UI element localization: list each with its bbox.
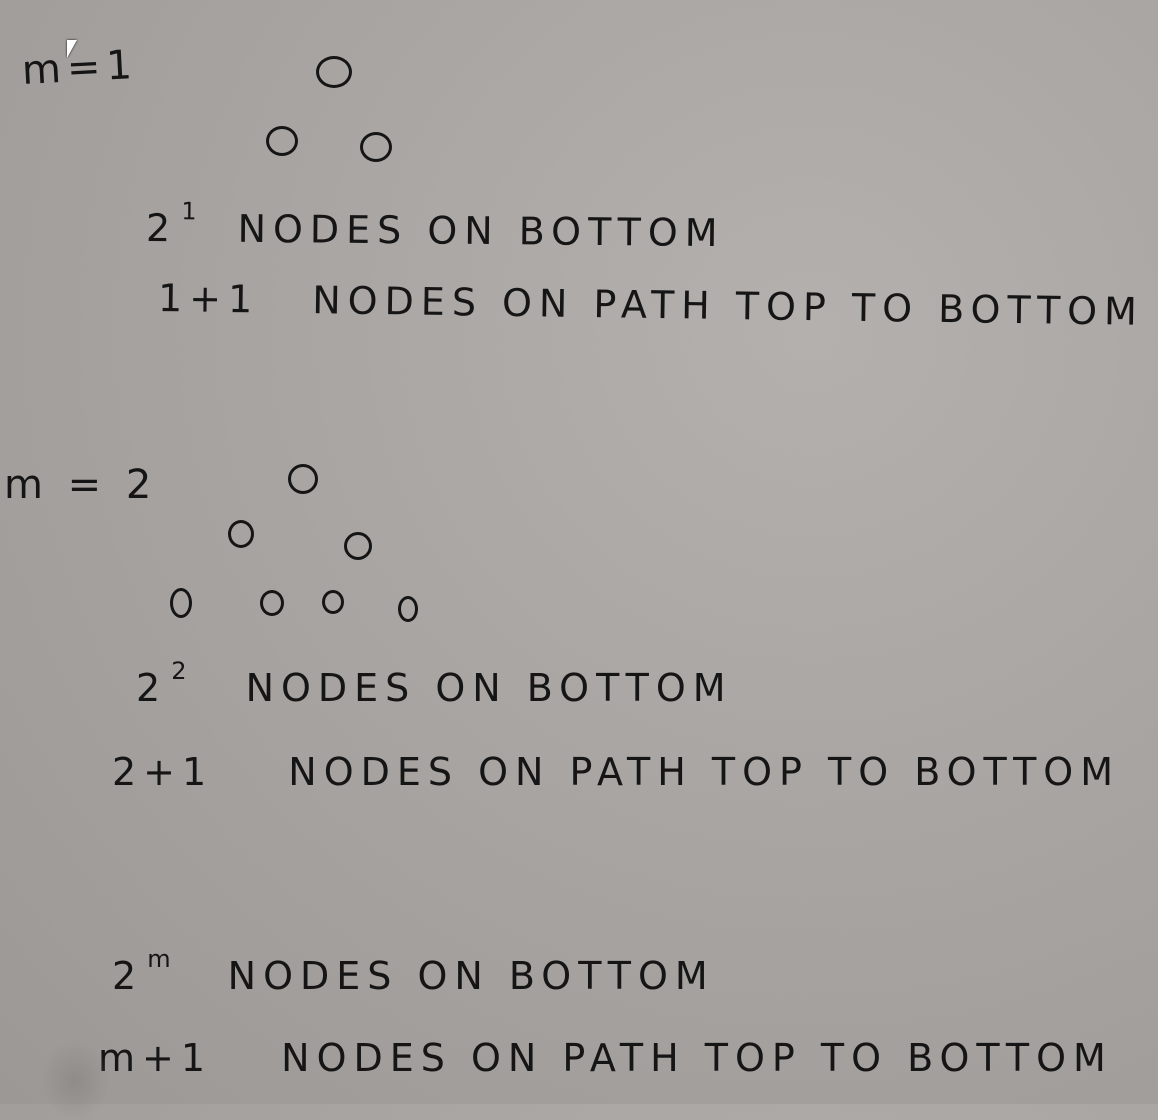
general-path-line: m+1 NODES ON PATH TOP TO BOTTOM (98, 1036, 1113, 1080)
case1-bottom-text: NODES ON BOTTOM (237, 206, 725, 256)
case2-path-line: 2+1 NODES ON PATH TOP TO BOTTOM (112, 750, 1120, 794)
case1-path-line: 1+1 NODES ON PATH TOP TO BOTTOM (158, 276, 1145, 334)
case1-path-prefix: 1+1 (157, 276, 260, 322)
general-exp-base: 2 (112, 954, 144, 998)
case2-label: m = 2 (4, 462, 158, 508)
general-bottom-text: NODES ON BOTTOM (227, 954, 715, 998)
case1-path-text: NODES ON PATH TOP TO BOTTOM (311, 278, 1145, 334)
general-path-text: NODES ON PATH TOP TO BOTTOM (281, 1036, 1113, 1080)
case2-path-prefix: 2+1 (112, 750, 214, 794)
case2-bottom-text: NODES ON BOTTOM (245, 666, 733, 710)
tree2-leaf-1-node (170, 588, 192, 618)
mouse-cursor-icon (67, 40, 77, 58)
tree1-right-node (360, 132, 392, 162)
tree1-left-node (266, 126, 298, 156)
case2-exponent: 2 (171, 657, 187, 685)
tree2-leaf-2-node (260, 590, 284, 616)
hand-shadow (40, 1040, 110, 1120)
tree2-mid-left-node (228, 520, 254, 548)
general-exponent: m (147, 945, 171, 973)
tree2-mid-right-node (344, 532, 372, 560)
tree1-root-node (316, 56, 352, 88)
case2-path-text: NODES ON PATH TOP TO BOTTOM (288, 750, 1120, 794)
tree2-root-node (288, 464, 318, 494)
general-path-prefix: m+1 (98, 1036, 213, 1080)
case1-exp-base: 2 (145, 206, 178, 251)
case2-exp-base: 2 (136, 666, 168, 710)
tree2-leaf-4-node (398, 596, 418, 622)
case1-exponent: 1 (181, 197, 197, 226)
case1-label: m=1 (20, 41, 139, 94)
tree2-leaf-3-node (322, 590, 344, 614)
